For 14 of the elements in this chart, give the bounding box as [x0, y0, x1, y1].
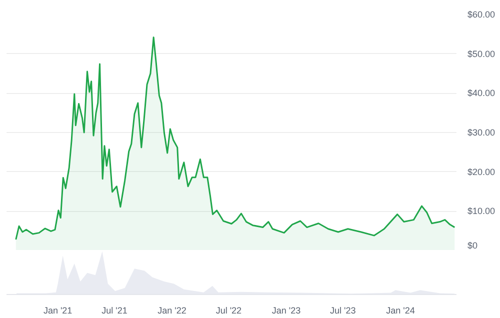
y-tick-label: $20.00 [468, 166, 496, 177]
x-tick-label: Jan '21 [43, 306, 72, 316]
x-tick-label: Jul '21 [102, 306, 128, 316]
y-tick-label: $60.00 [468, 10, 496, 20]
y-tick-label: $30.00 [468, 128, 496, 138]
y-tick-label: $0 [468, 240, 478, 250]
x-tick-label: Jan '22 [158, 306, 186, 316]
x-tick-label: Jan '23 [272, 306, 301, 316]
y-tick-label: $50.00 [468, 48, 496, 59]
x-tick-label: Jan '24 [386, 306, 415, 316]
x-tick-label: Jul '22 [216, 306, 242, 316]
y-tick-label: $10.00 [468, 206, 496, 216]
x-tick-label: Jul '23 [330, 306, 356, 316]
y-tick-label: $40.00 [468, 88, 496, 98]
